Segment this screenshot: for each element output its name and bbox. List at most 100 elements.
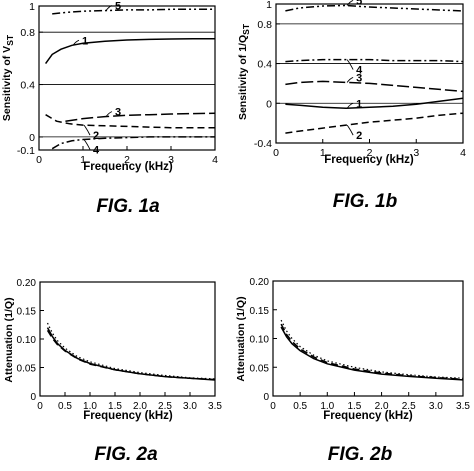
caption-fig-1b: FIG. 1b (333, 191, 398, 212)
x-tick-label: 0.5 (293, 401, 307, 412)
x-axis-title: Frequency (kHz) (324, 154, 414, 166)
x-tick-label: 0 (36, 154, 42, 166)
series-label-5: 5 (115, 1, 121, 13)
y-tick-label: 1 (266, 0, 272, 11)
x-tick-label: 3.5 (208, 401, 222, 412)
series-line-5 (285, 4, 464, 12)
x-tick-label: 3 (168, 154, 174, 166)
y-tick-label: 1 (29, 1, 35, 13)
y-tick-label: 0.05 (250, 363, 270, 374)
y-tick-label: 0.20 (17, 278, 37, 289)
series-label-1: 1 (82, 35, 88, 47)
series-line-1 (44, 37, 215, 65)
chart-panel-4: 0 0.5 1.0 1.5 2.0 2.5 3.0 3.5 0 0.05 0.10 0.15 0.20 F… (235, 277, 470, 422)
y-axis-title: Sensitivity of VST (1, 34, 15, 121)
series-line-2 (280, 323, 464, 381)
x-tick-label: 4 (212, 154, 218, 166)
series-leader (346, 124, 354, 136)
y-tick-label: 0.4 (257, 59, 272, 71)
series-leader (105, 5, 113, 11)
series-line-3 (280, 319, 464, 379)
series-leader (72, 39, 80, 46)
chart-panel-3: 0 0.5 1.0 1.5 2.0 2.5 3.0 3.5 0 0.05 0.10 0.15 0.20 F… (3, 278, 222, 422)
y-tick-label: 0 (266, 98, 272, 110)
series-line-4 (285, 58, 464, 63)
series-line-2 (285, 112, 464, 134)
x-tick-label: 1.5 (347, 401, 361, 412)
series-label-4: 4 (93, 145, 100, 157)
x-tick-label: 1 (320, 147, 326, 159)
caption-fig-1a: FIG. 1a (96, 196, 160, 217)
y-tick-label: -0.1 (17, 145, 35, 157)
series-line-5 (52, 8, 215, 15)
x-tick-label: 3.0 (429, 401, 443, 412)
y-tick-label: 0.10 (250, 335, 270, 346)
x-tick-label: 3.0 (183, 401, 197, 412)
y-tick-label: 0 (29, 132, 35, 144)
y-axis-title: Attenuation (1/Q) (3, 297, 15, 382)
y-axis-title: Sensitivity of 1/QST (237, 23, 251, 120)
x-tick-label: 2.0 (133, 401, 147, 412)
y-tick-label: 0.20 (250, 277, 270, 288)
y-tick-label: 0 (263, 392, 269, 403)
x-tick-label: 3.5 (456, 401, 470, 412)
series-label-4: 4 (356, 65, 363, 77)
x-tick-label: 2.5 (158, 401, 172, 412)
y-axis-title: Attenuation (1/Q) (235, 296, 247, 381)
series-line-4 (51, 136, 215, 150)
series-leader (346, 77, 354, 83)
x-tick-label: 2 (124, 154, 130, 166)
plot-frame (275, 3, 464, 144)
series-label-1: 1 (356, 98, 362, 110)
y-tick-label: 0.15 (250, 306, 270, 317)
y-tick-label: -0.4 (254, 138, 272, 150)
series-leader (83, 124, 91, 136)
x-tick-label: 0 (37, 401, 43, 412)
x-tick-label: 2 (367, 147, 373, 159)
series-leader (346, 0, 354, 6)
series-line-2 (45, 114, 215, 129)
series-label-3: 3 (356, 72, 362, 84)
x-axis-title: Frequency (kHz) (323, 410, 413, 422)
series-leader (346, 59, 354, 70)
caption-fig-2a: FIG. 2a (94, 444, 158, 465)
x-axis-title: Frequency (kHz) (83, 161, 173, 173)
x-tick-label: 0.5 (58, 401, 72, 412)
series-label-2: 2 (93, 130, 99, 142)
x-tick-label: 1 (80, 154, 86, 166)
series-leader (83, 139, 91, 150)
y-tick-label: 0.8 (20, 27, 35, 39)
series-line-1 (285, 97, 464, 110)
x-tick-label: 0 (270, 401, 276, 412)
series-leader (105, 111, 113, 117)
x-tick-label: 0 (273, 147, 279, 159)
y-tick-label: 0.10 (17, 335, 37, 346)
x-tick-label: 2.0 (375, 401, 389, 412)
x-tick-label: 1.0 (83, 401, 97, 412)
y-tick-label: 0 (30, 392, 36, 403)
series-label-5: 5 (356, 0, 362, 7)
x-tick-label: 4 (460, 147, 466, 159)
x-tick-label: 1.0 (320, 401, 334, 412)
series-line-3 (46, 322, 216, 380)
series-label-2: 2 (356, 130, 362, 142)
x-tick-label: 3 (413, 147, 419, 159)
x-axis-title: Frequency (kHz) (83, 410, 173, 422)
series-line-3 (285, 80, 464, 93)
series-line-3 (65, 112, 216, 122)
x-tick-label: 2.5 (402, 401, 416, 412)
series-line-2 (46, 330, 216, 381)
y-tick-label: 0.4 (20, 80, 35, 92)
series-label-3: 3 (115, 107, 121, 119)
series-leader (346, 102, 354, 109)
x-tick-label: 1.5 (108, 401, 122, 412)
y-tick-label: 0.05 (17, 364, 37, 375)
y-tick-label: 0.15 (17, 307, 37, 318)
caption-fig-2b: FIG. 2b (328, 444, 393, 465)
series-line-1 (280, 326, 464, 381)
y-tick-label: 0.8 (257, 19, 272, 31)
